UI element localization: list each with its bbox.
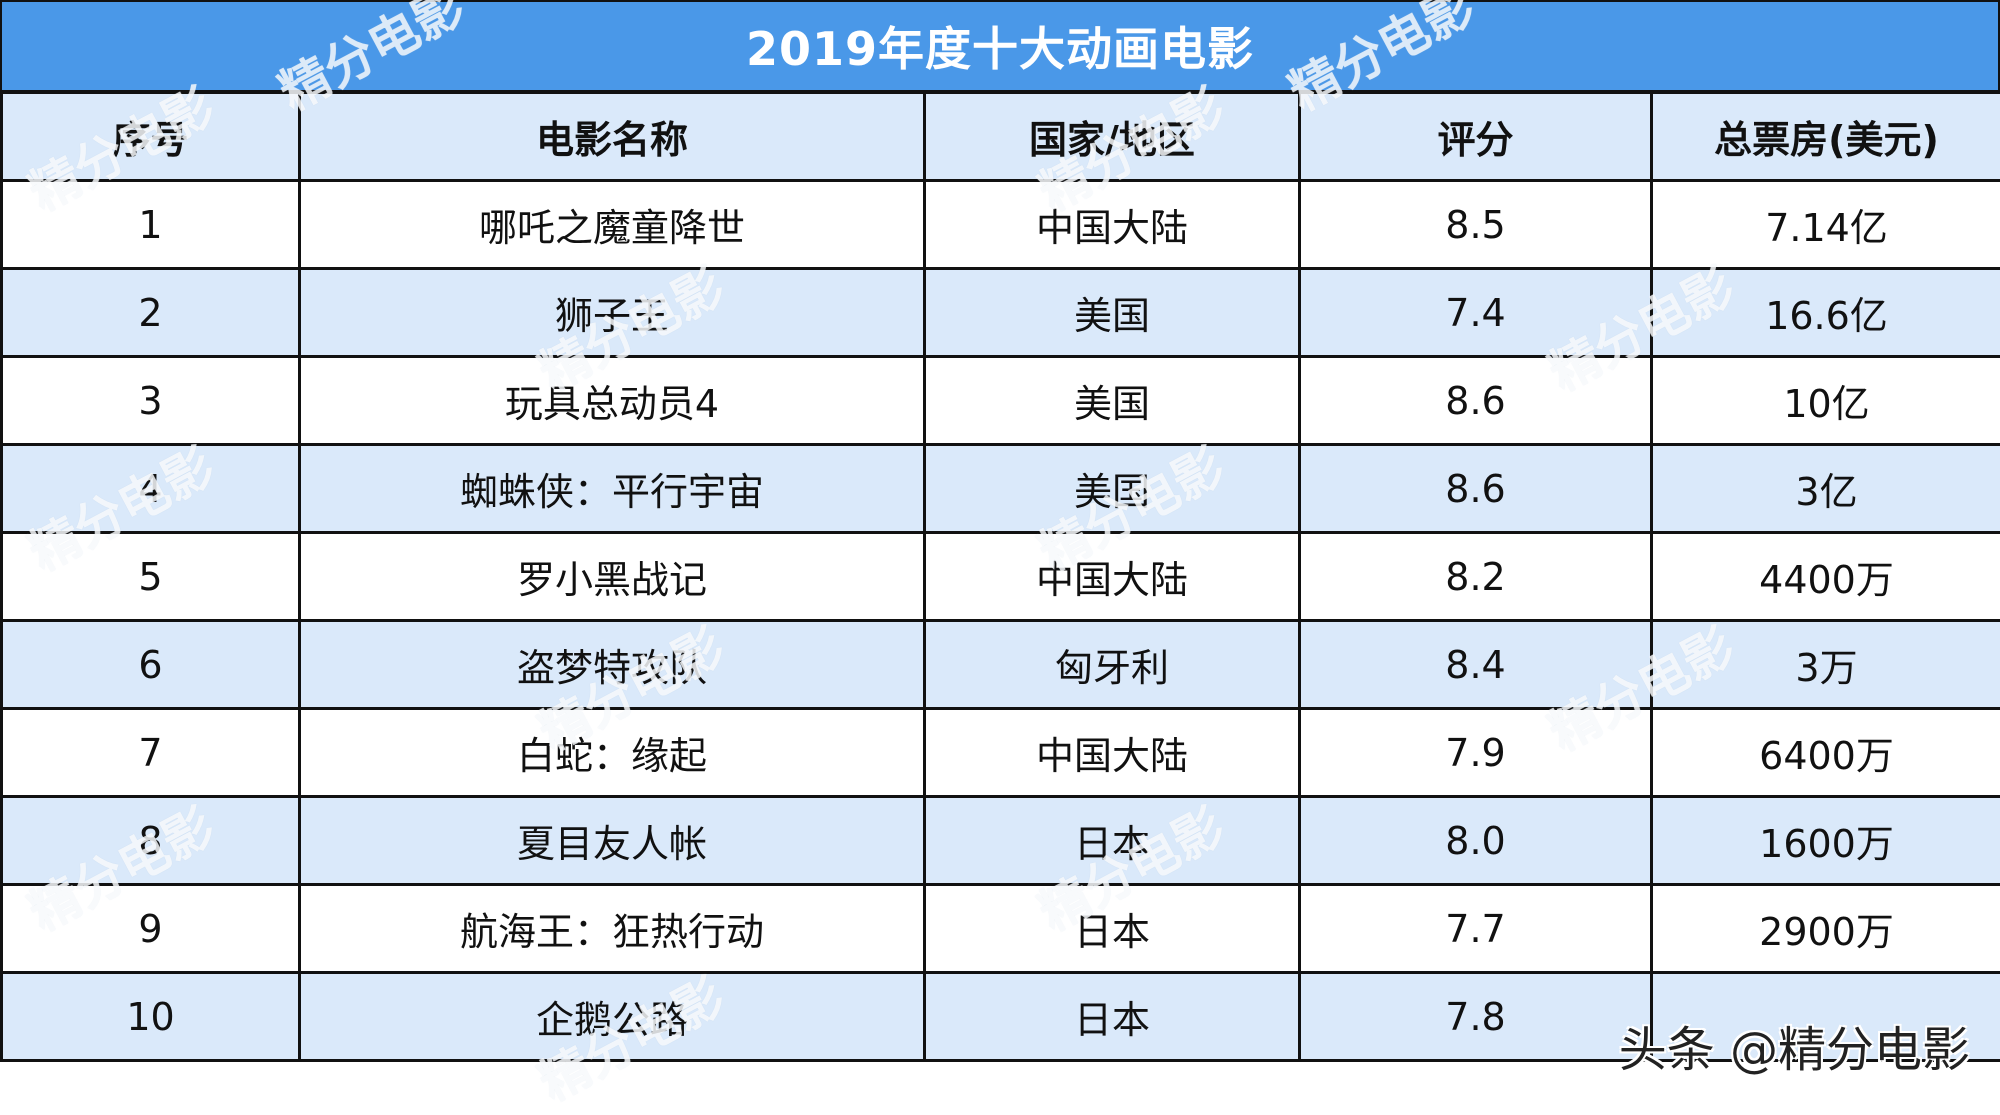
cell-score: 7.8 (1300, 973, 1652, 1061)
table-row: 9 航海王：狂热行动 日本 7.7 2900万 (2, 885, 2000, 973)
cell-box-office: 3万 (1652, 621, 2000, 709)
cell-score: 7.9 (1300, 709, 1652, 797)
cell-rank: 4 (2, 445, 300, 533)
cell-score: 8.6 (1300, 357, 1652, 445)
cell-region: 中国大陆 (925, 709, 1300, 797)
table-row: 3 玩具总动员4 美国 8.6 10亿 (2, 357, 2000, 445)
cell-box-office: 7.14亿 (1652, 181, 2000, 269)
cell-name: 玩具总动员4 (300, 357, 925, 445)
table-row: 4 蜘蛛侠：平行宇宙 美国 8.6 3亿 (2, 445, 2000, 533)
cell-region: 日本 (925, 885, 1300, 973)
cell-rank: 6 (2, 621, 300, 709)
cell-rank: 8 (2, 797, 300, 885)
cell-rank: 5 (2, 533, 300, 621)
table-row: 2 狮子王 美国 7.4 16.6亿 (2, 269, 2000, 357)
cell-rank: 10 (2, 973, 300, 1061)
cell-score: 8.6 (1300, 445, 1652, 533)
cell-score: 8.5 (1300, 181, 1652, 269)
cell-rank: 1 (2, 181, 300, 269)
cell-rank: 3 (2, 357, 300, 445)
cell-region: 中国大陆 (925, 533, 1300, 621)
cell-name: 白蛇：缘起 (300, 709, 925, 797)
cell-name: 盗梦特攻队 (300, 621, 925, 709)
cell-name: 蜘蛛侠：平行宇宙 (300, 445, 925, 533)
table-row: 7 白蛇：缘起 中国大陆 7.9 6400万 (2, 709, 2000, 797)
cell-name: 航海王：狂热行动 (300, 885, 925, 973)
cell-box-office: 16.6亿 (1652, 269, 2000, 357)
cell-region: 中国大陆 (925, 181, 1300, 269)
header-score: 评分 (1300, 93, 1652, 181)
cell-region: 匈牙利 (925, 621, 1300, 709)
table-title: 2019年度十大动画电影 (746, 13, 1254, 79)
cell-score: 8.2 (1300, 533, 1652, 621)
header-region: 国家/地区 (925, 93, 1300, 181)
cell-name: 罗小黑战记 (300, 533, 925, 621)
cell-name: 企鹅公路 (300, 973, 925, 1061)
cell-rank: 7 (2, 709, 300, 797)
cell-box-office: 10亿 (1652, 357, 2000, 445)
cell-region: 日本 (925, 973, 1300, 1061)
header-row: 序号 电影名称 国家/地区 评分 总票房(美元) (2, 93, 2000, 181)
cell-name: 哪吒之魔童降世 (300, 181, 925, 269)
table-row: 8 夏目友人帐 日本 8.0 1600万 (2, 797, 2000, 885)
cell-rank: 2 (2, 269, 300, 357)
header-rank: 序号 (2, 93, 300, 181)
cell-box-office: 6400万 (1652, 709, 2000, 797)
title-band: 2019年度十大动画电影 (0, 0, 2000, 93)
table-row: 1 哪吒之魔童降世 中国大陆 8.5 7.14亿 (2, 181, 2000, 269)
cell-region: 美国 (925, 269, 1300, 357)
source-credit: 头条 @精分电影 (1619, 1010, 1970, 1080)
header-name: 电影名称 (300, 93, 925, 181)
table-row: 5 罗小黑战记 中国大陆 8.2 4400万 (2, 533, 2000, 621)
cell-box-office: 3亿 (1652, 445, 2000, 533)
header-box-office: 总票房(美元) (1652, 93, 2000, 181)
cell-box-office: 4400万 (1652, 533, 2000, 621)
cell-region: 美国 (925, 445, 1300, 533)
cell-score: 7.4 (1300, 269, 1652, 357)
cell-region: 美国 (925, 357, 1300, 445)
table-row: 6 盗梦特攻队 匈牙利 8.4 3万 (2, 621, 2000, 709)
cell-box-office: 1600万 (1652, 797, 2000, 885)
cell-score: 8.0 (1300, 797, 1652, 885)
cell-rank: 9 (2, 885, 300, 973)
cell-box-office: 2900万 (1652, 885, 2000, 973)
movie-ranking-table: 序号 电影名称 国家/地区 评分 总票房(美元) 1 哪吒之魔童降世 中国大陆 … (0, 91, 2000, 1062)
cell-name: 夏目友人帐 (300, 797, 925, 885)
cell-name: 狮子王 (300, 269, 925, 357)
cell-region: 日本 (925, 797, 1300, 885)
cell-score: 8.4 (1300, 621, 1652, 709)
cell-score: 7.7 (1300, 885, 1652, 973)
